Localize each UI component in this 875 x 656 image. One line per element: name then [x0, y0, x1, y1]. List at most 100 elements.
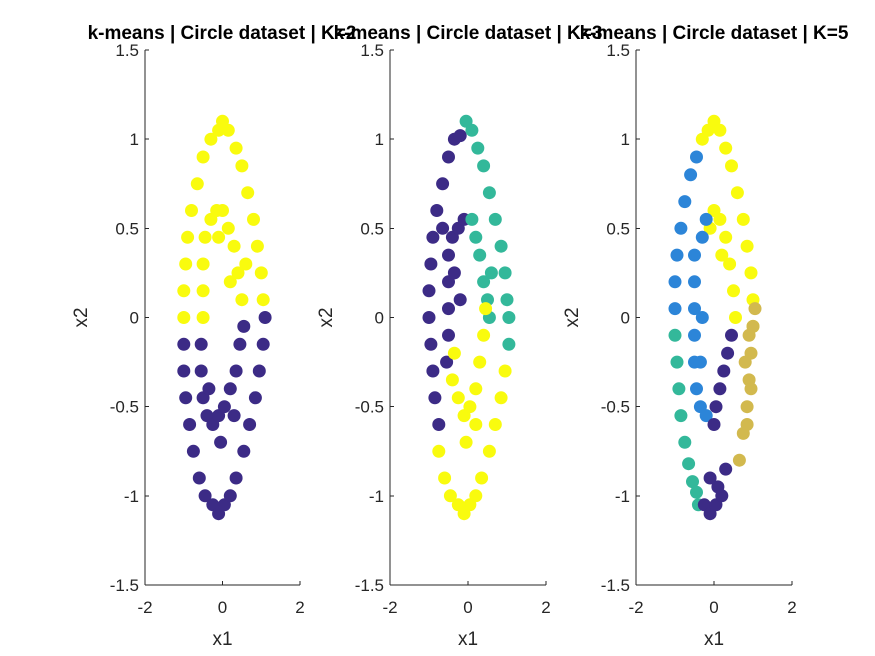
data-point	[192, 471, 206, 485]
y-tick-label: 0.5	[115, 219, 139, 238]
data-point	[488, 418, 502, 431]
data-point	[459, 435, 473, 449]
scatter-points	[422, 114, 516, 521]
data-point	[477, 275, 491, 289]
x-axis-label: x1	[704, 629, 724, 650]
data-point	[424, 257, 438, 271]
data-point	[233, 337, 247, 351]
data-point	[494, 391, 508, 405]
data-point	[678, 435, 692, 449]
y-axis-label: x2	[71, 307, 92, 327]
x-tick-label: 0	[218, 598, 227, 617]
data-point	[179, 391, 193, 405]
x-axis-label: x1	[458, 629, 478, 650]
data-point	[453, 129, 467, 143]
data-point	[477, 159, 491, 173]
y-tick-label: 0.5	[360, 219, 384, 238]
data-point	[465, 123, 479, 137]
data-point	[719, 230, 733, 244]
data-point	[713, 123, 727, 137]
data-point	[198, 489, 212, 503]
data-point	[471, 141, 485, 155]
data-point	[438, 471, 452, 485]
data-point	[231, 266, 245, 280]
data-point	[202, 382, 216, 396]
y-tick-label: -1	[369, 487, 384, 506]
y-tick-label: -0.5	[110, 398, 139, 417]
data-point	[177, 284, 191, 298]
data-point	[204, 132, 218, 146]
data-point	[688, 328, 701, 342]
data-point	[699, 212, 713, 226]
y-tick-label: 0	[621, 309, 630, 328]
data-point	[196, 150, 210, 164]
y-tick-label: 1.5	[606, 41, 630, 60]
data-point	[682, 457, 696, 471]
data-point	[436, 177, 450, 191]
data-point	[256, 337, 270, 351]
data-point	[668, 275, 682, 289]
data-point	[443, 489, 457, 503]
x-tick-label: -2	[137, 598, 152, 617]
data-point	[428, 391, 442, 405]
data-point	[181, 230, 195, 244]
data-point	[473, 355, 487, 369]
data-point	[672, 382, 686, 396]
data-point	[196, 284, 210, 298]
data-point	[688, 248, 701, 262]
data-point	[730, 186, 744, 200]
data-point	[177, 311, 191, 324]
y-tick-label: 1.5	[360, 41, 384, 60]
data-point	[744, 382, 758, 396]
y-tick-label: -1.5	[601, 576, 630, 595]
data-point	[484, 266, 498, 280]
data-point	[196, 311, 210, 324]
data-point	[717, 364, 731, 378]
y-tick-label: -1.5	[355, 576, 384, 595]
data-point	[469, 230, 483, 244]
scatter-points	[177, 114, 272, 521]
data-point	[482, 444, 496, 458]
data-point	[736, 212, 750, 226]
data-point	[223, 382, 237, 396]
data-point	[258, 311, 272, 324]
subplot-k3: -1.5 -1 -0.5 0 0.5 1 1.5 -2 0 2 x1 x2 k-means | Circ…	[316, 23, 602, 650]
data-point	[469, 418, 483, 431]
data-point	[690, 485, 703, 499]
data-point	[732, 453, 746, 467]
data-point	[498, 364, 512, 378]
data-point	[235, 159, 249, 173]
x-tick-label: -2	[382, 598, 397, 617]
data-point	[500, 293, 514, 307]
data-point	[688, 275, 701, 289]
y-tick-label: -0.5	[601, 398, 630, 417]
data-point	[725, 328, 738, 342]
data-point	[707, 418, 721, 431]
data-point	[479, 302, 493, 316]
data-point	[695, 311, 709, 324]
data-point	[693, 355, 707, 369]
data-point	[422, 311, 436, 324]
data-point	[684, 168, 698, 182]
subplot-k2: -1.5 -1 -0.5 0 0.5 1 1.5 -2 0 2 x1 x2 k-means | Circ…	[71, 23, 356, 650]
data-point	[243, 418, 257, 431]
data-point	[183, 418, 197, 431]
data-point	[445, 373, 459, 387]
data-point	[744, 266, 758, 280]
data-point	[229, 471, 243, 485]
data-point	[424, 337, 438, 351]
data-point	[430, 204, 444, 217]
data-point	[177, 337, 191, 351]
data-point	[229, 364, 243, 378]
data-point	[239, 257, 253, 271]
data-point	[699, 409, 713, 423]
data-point	[690, 150, 703, 164]
data-point	[670, 355, 684, 369]
data-point	[432, 444, 446, 458]
data-point	[196, 257, 210, 271]
y-tick-label: -1	[124, 487, 139, 506]
data-point	[185, 204, 198, 217]
data-point	[494, 239, 508, 253]
data-point	[440, 355, 454, 369]
x-tick-label: 2	[295, 598, 304, 617]
